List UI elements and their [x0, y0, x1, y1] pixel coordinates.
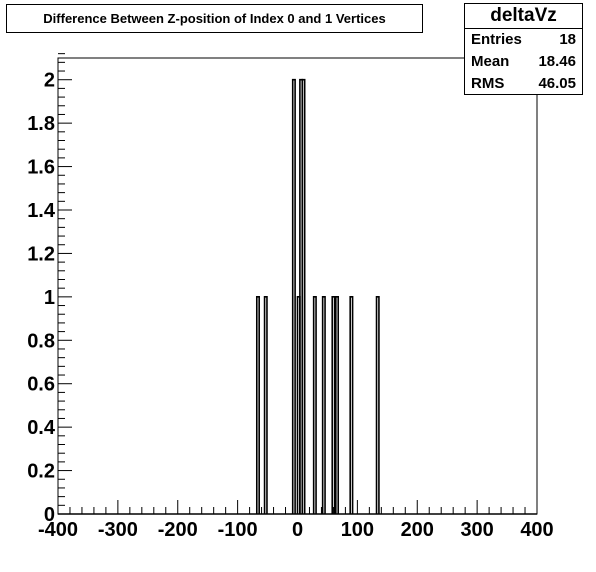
stats-row-mean: Mean 18.46: [465, 51, 582, 73]
histogram-bar-5: [301, 78, 306, 514]
stats-mean-label: Mean: [471, 53, 510, 70]
histogram-bar-0: [255, 296, 260, 514]
histogram-bar-9: [335, 296, 340, 514]
stats-entries-label: Entries: [471, 31, 522, 48]
histogram-bars: [255, 78, 380, 514]
stats-rms-value: 46.05: [538, 75, 576, 92]
y-tick-label: 1: [44, 287, 55, 309]
y-tick-label: 0.6: [27, 374, 55, 396]
chart-title: Difference Between Z-position of Index 0…: [6, 4, 423, 33]
x-tick-label: 400: [520, 519, 553, 541]
y-tick-label: 0.8: [27, 330, 55, 352]
x-tick-label: -400: [38, 519, 78, 541]
y-tick-label: 1.6: [27, 157, 55, 179]
y-tick-label: 0: [44, 504, 55, 526]
y-tick-label: 1.4: [27, 200, 56, 222]
y-tick-label: 1.2: [27, 243, 55, 265]
axes: [57, 53, 538, 515]
x-tick-label: -200: [158, 519, 198, 541]
histogram-bar-11: [375, 296, 380, 514]
x-tick-label: 200: [401, 519, 434, 541]
y-tick-label: 2: [44, 70, 55, 92]
x-tick-label: 300: [460, 519, 493, 541]
x-tick-label: -100: [218, 519, 258, 541]
stats-row-rms: RMS 46.05: [465, 73, 582, 95]
stats-histogram-name: deltaVz: [465, 4, 582, 29]
y-tick-label: 1.8: [27, 113, 55, 135]
x-tick-label: 0: [292, 519, 303, 541]
histogram-bar-8: [331, 296, 336, 514]
stats-mean-value: 18.46: [538, 53, 576, 70]
stats-entries-value: 18: [559, 31, 576, 48]
histogram-bar-7: [321, 296, 326, 514]
stats-row-entries: Entries 18: [465, 29, 582, 51]
histogram-bar-10: [349, 296, 354, 514]
histogram-bar-1: [263, 296, 268, 514]
histogram-bar-6: [312, 296, 317, 514]
tick-labels: -400 -300 -200 -100 0 100 200 300 400 0 0.2 0.4 0.6 0…: [27, 70, 554, 541]
x-tick-label: 100: [341, 519, 374, 541]
stats-rms-label: RMS: [471, 75, 505, 92]
histogram-bar-2: [291, 78, 296, 514]
x-tick-label: -300: [98, 519, 138, 541]
y-tick-label: 0.4: [27, 417, 56, 439]
stats-box: deltaVz Entries 18 Mean 18.46 RMS 46.05: [464, 3, 583, 95]
y-tick-label: 0.2: [27, 461, 55, 483]
